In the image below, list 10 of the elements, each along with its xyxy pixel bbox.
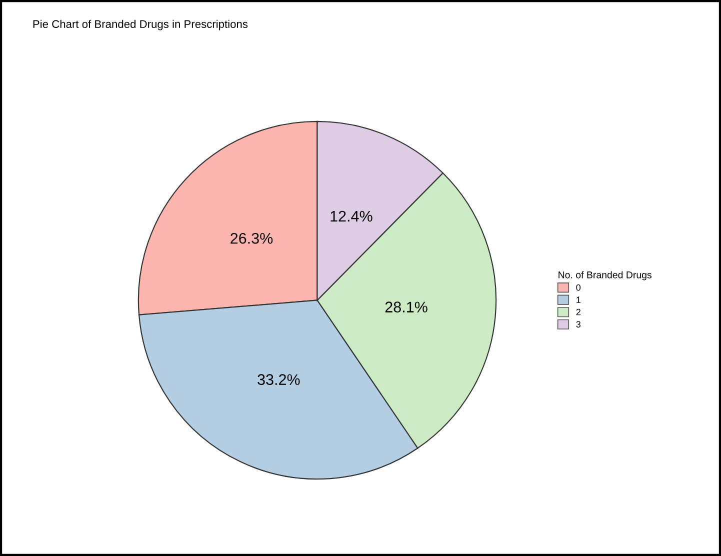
legend-label: 2 xyxy=(576,308,580,316)
legend-label: 1 xyxy=(576,296,580,303)
data-label: 33.2% xyxy=(258,374,300,385)
legend-label: 0 xyxy=(576,284,581,291)
data-label: 12.4% xyxy=(330,210,372,222)
legend-title: No. of Branded Drugs xyxy=(558,271,652,280)
data-label: 26.3% xyxy=(230,232,273,244)
legend-label: 3 xyxy=(576,321,580,328)
data-label: 28.1% xyxy=(385,302,428,312)
chart-title: Pie Chart of Branded Drugs in Prescriptions xyxy=(33,20,248,30)
